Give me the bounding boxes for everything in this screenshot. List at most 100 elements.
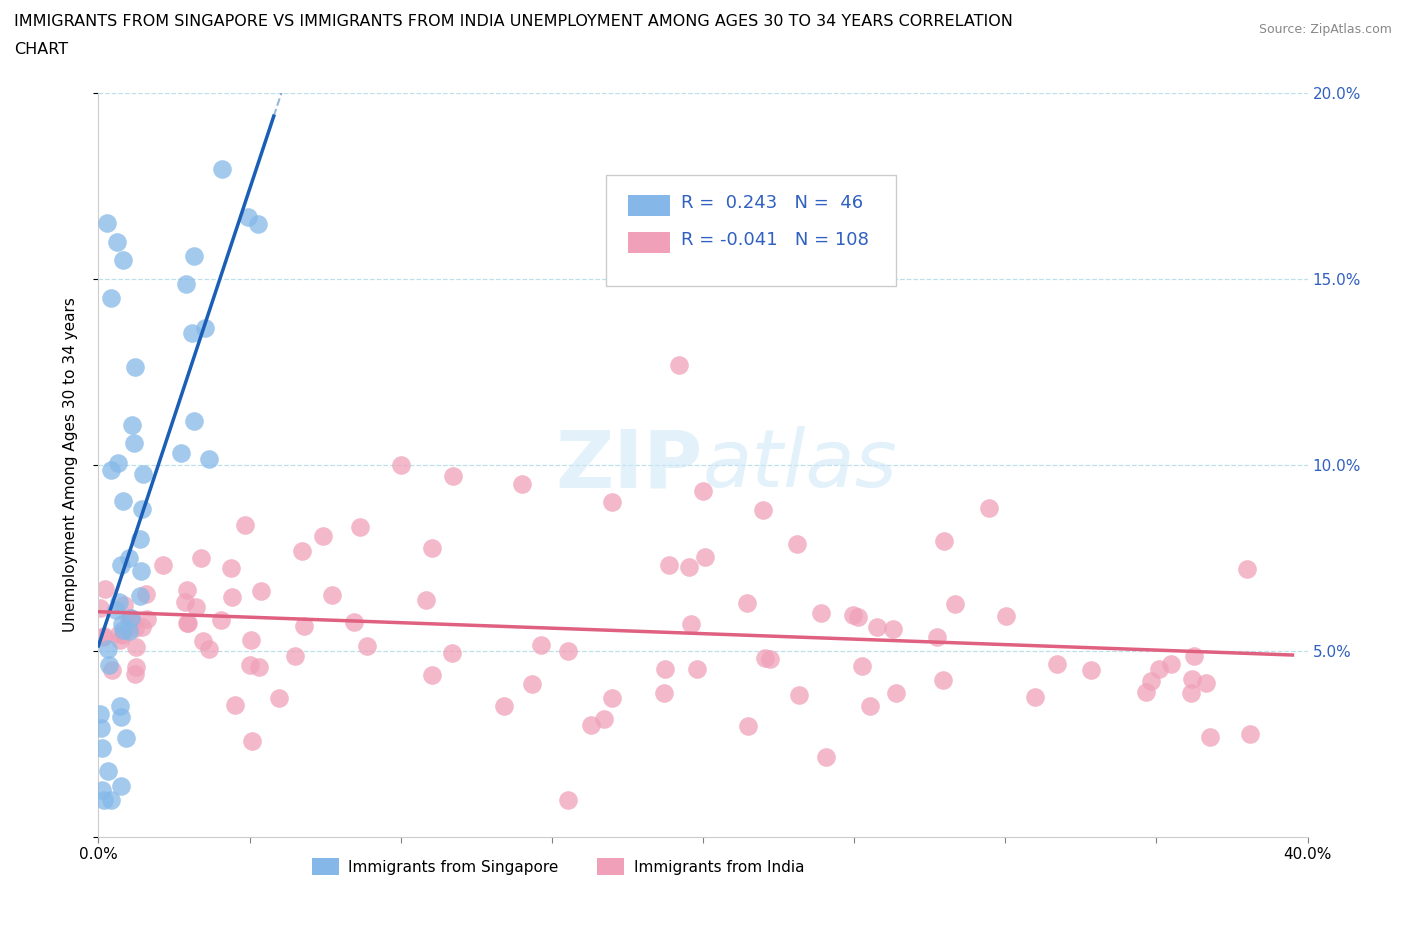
Text: CHART: CHART <box>14 42 67 57</box>
Point <box>859 699 882 714</box>
Point <box>176 583 198 598</box>
Point <box>1139 673 1161 688</box>
Point <box>198 642 221 657</box>
Point <box>108 698 131 713</box>
Point <box>108 594 131 609</box>
Point <box>654 661 676 676</box>
Point <box>238 209 260 224</box>
Point <box>180 326 202 340</box>
Point <box>1160 657 1182 671</box>
Point <box>686 662 709 677</box>
Point <box>122 436 145 451</box>
Point <box>111 628 134 643</box>
Point <box>668 357 690 372</box>
Point <box>1080 662 1102 677</box>
Point <box>111 617 134 631</box>
Point <box>110 558 132 573</box>
Point <box>131 501 153 516</box>
Point <box>93 792 115 807</box>
Point <box>183 413 205 428</box>
Point <box>1135 684 1157 699</box>
Point <box>112 597 135 612</box>
Point <box>579 718 602 733</box>
Point <box>91 630 114 644</box>
Point <box>1024 689 1046 704</box>
Point <box>131 619 153 634</box>
Point <box>851 658 873 673</box>
Point <box>284 649 307 664</box>
FancyBboxPatch shape <box>628 195 671 216</box>
Point <box>1180 686 1202 701</box>
Point <box>128 589 150 604</box>
Point <box>100 290 122 305</box>
FancyBboxPatch shape <box>606 175 897 286</box>
Point <box>658 558 681 573</box>
Point <box>250 584 273 599</box>
Point <box>110 710 132 724</box>
Point <box>174 594 197 609</box>
Point <box>100 792 122 807</box>
Point <box>1239 726 1261 741</box>
Point <box>105 234 128 249</box>
Point <box>110 778 132 793</box>
Point <box>209 613 232 628</box>
Point <box>492 698 515 713</box>
Point <box>602 495 624 510</box>
Point <box>754 650 776 665</box>
Point <box>240 733 263 748</box>
Point <box>389 458 412 472</box>
Point <box>520 677 543 692</box>
Point <box>108 632 131 647</box>
Point <box>842 607 865 622</box>
Point <box>101 662 124 677</box>
Point <box>121 418 143 432</box>
Point <box>884 685 907 700</box>
Point <box>129 564 152 578</box>
Point <box>221 590 243 604</box>
Point <box>343 615 366 630</box>
Point <box>882 621 904 636</box>
Point <box>1046 657 1069 671</box>
Point <box>118 551 141 565</box>
Point <box>191 633 214 648</box>
Point <box>96 216 118 231</box>
Point <box>1181 671 1204 686</box>
Point <box>321 588 343 603</box>
Point <box>176 276 198 291</box>
Point <box>120 610 142 625</box>
Point <box>943 596 966 611</box>
Point <box>846 609 869 624</box>
Point <box>89 600 111 615</box>
Point <box>1195 676 1218 691</box>
Point <box>681 617 703 631</box>
Point <box>441 469 464 484</box>
Point <box>510 476 533 491</box>
Point <box>752 502 775 517</box>
Point <box>292 618 315 633</box>
Point <box>695 550 717 565</box>
Point <box>356 639 378 654</box>
Point <box>125 660 148 675</box>
Point <box>111 253 134 268</box>
Point <box>592 711 614 726</box>
Point <box>678 560 700 575</box>
Point <box>111 622 134 637</box>
Point <box>114 730 136 745</box>
Point <box>93 629 115 644</box>
Point <box>89 706 111 721</box>
Point <box>810 605 832 620</box>
Point <box>107 626 129 641</box>
Point <box>440 645 463 660</box>
Point <box>194 321 217 336</box>
Point <box>1199 729 1222 744</box>
Point <box>97 658 120 672</box>
Point <box>737 719 759 734</box>
Point <box>136 611 159 626</box>
Point <box>104 603 127 618</box>
Point <box>422 541 444 556</box>
Point <box>233 518 256 533</box>
Y-axis label: Unemployment Among Ages 30 to 34 years: Unemployment Among Ages 30 to 34 years <box>63 298 77 632</box>
Point <box>124 667 146 682</box>
Point <box>312 529 335 544</box>
Text: ZIP: ZIP <box>555 426 703 504</box>
